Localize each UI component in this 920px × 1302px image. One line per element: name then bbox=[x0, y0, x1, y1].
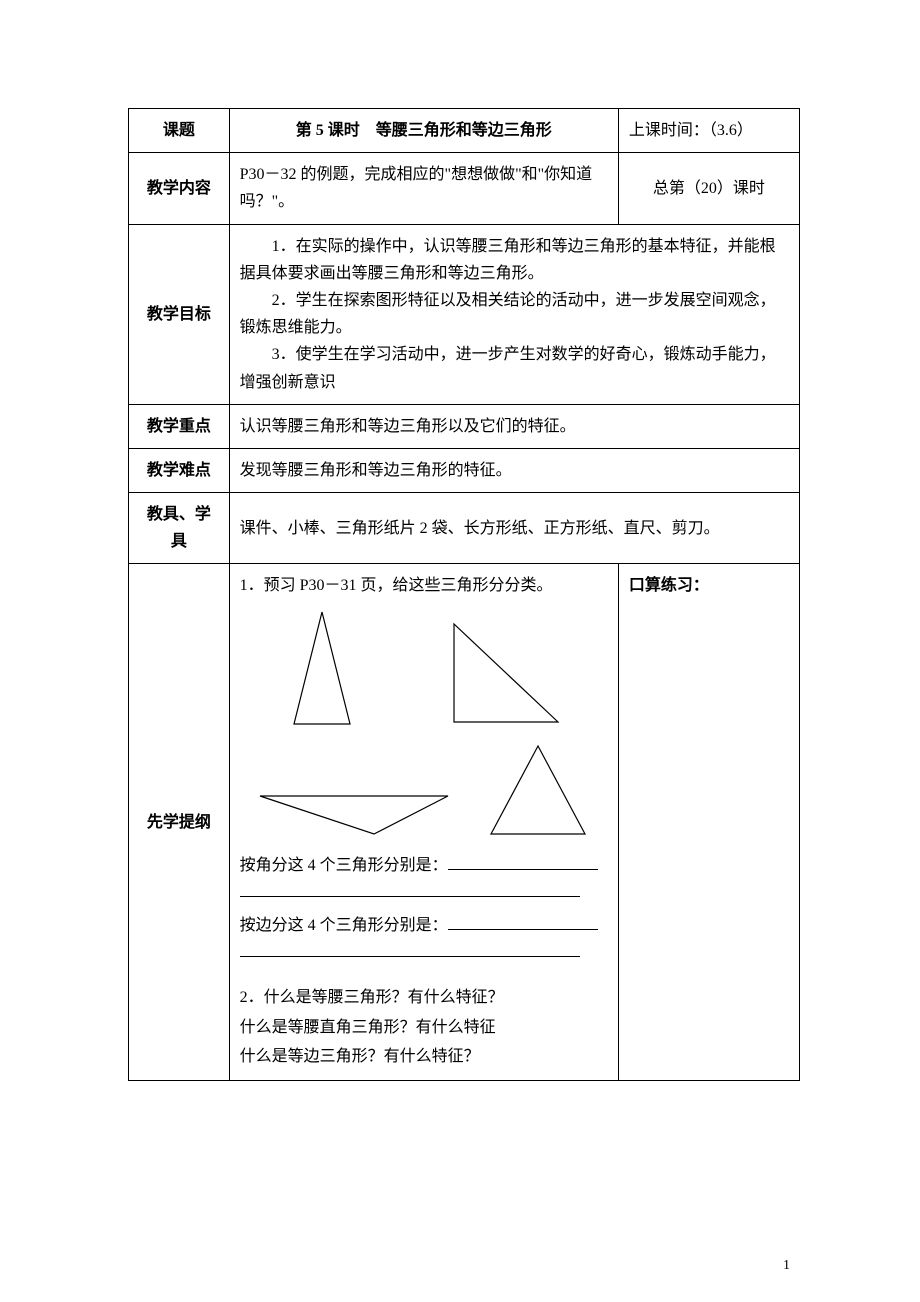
blank-angle-1 bbox=[448, 853, 598, 870]
teaching-tools: 课件、小棒、三角形纸片 2 袋、长方形纸、正方形纸、直尺、剪刀。 bbox=[229, 493, 799, 564]
period-number: 总第（20）课时 bbox=[618, 153, 799, 224]
oral-practice-cell: 口算练习： bbox=[618, 564, 799, 1081]
page-number: 1 bbox=[783, 1258, 790, 1274]
teaching-goals: 1．在实际的操作中，认识等腰三角形和等边三角形的基本特征，并能根据具体要求画出等… bbox=[229, 224, 799, 404]
q2-line1: 2．什么是等腰三角形？有什么特征？ bbox=[240, 984, 608, 1011]
blank-side-1 bbox=[448, 913, 598, 930]
by-angle-label: 按角分这 4 个三角形分别是： bbox=[240, 857, 448, 874]
row-preview: 先学提纲 1．预习 P30－31 页，给这些三角形分分类。 bbox=[129, 564, 800, 1081]
label-tools: 教具、学具 bbox=[129, 493, 230, 564]
label-goals: 教学目标 bbox=[129, 224, 230, 404]
triangle-isosceles-tall-icon bbox=[282, 608, 362, 728]
teaching-content: P30－32 的例题，完成相应的"想想做做"和"你知道吗？"。 bbox=[229, 153, 618, 224]
goal-3: 3．使学生在学习活动中，进一步产生对数学的好奇心，锻炼动手能力，增强创新意识 bbox=[240, 341, 789, 395]
class-time: 上课时间：（3.6） bbox=[618, 109, 799, 153]
preview-instruction: 1．预习 P30－31 页，给这些三角形分分类。 bbox=[240, 572, 608, 599]
triangle-row-1 bbox=[240, 608, 608, 728]
goal-1: 1．在实际的操作中，认识等腰三角形和等边三角形的基本特征，并能根据具体要求画出等… bbox=[240, 233, 789, 287]
triangle-obtuse-flat-icon bbox=[254, 790, 454, 840]
blank-side-2 bbox=[240, 940, 580, 957]
row-title: 课题 第 5 课时 等腰三角形和等边三角形 上课时间：（3.6） bbox=[129, 109, 800, 153]
preview-content: 1．预习 P30－31 页，给这些三角形分分类。 bbox=[229, 564, 618, 1081]
q2-line2: 什么是等腰直角三角形？有什么特征 bbox=[240, 1014, 608, 1041]
triangle-right-icon bbox=[446, 618, 566, 728]
triangle-equilateral-icon bbox=[483, 740, 593, 840]
row-goals: 教学目标 1．在实际的操作中，认识等腰三角形和等边三角形的基本特征，并能根据具体… bbox=[129, 224, 800, 404]
label-preview: 先学提纲 bbox=[129, 564, 230, 1081]
teaching-difficulty: 发现等腰三角形和等边三角形的特征。 bbox=[229, 448, 799, 492]
goal-2: 2．学生在探索图形特征以及相关结论的活动中，进一步发展空间观念，锻炼思维能力。 bbox=[240, 287, 789, 341]
blank-angle-2 bbox=[240, 880, 580, 897]
classify-by-angle: 按角分这 4 个三角形分别是： bbox=[240, 852, 608, 879]
row-difficulty: 教学难点 发现等腰三角形和等边三角形的特征。 bbox=[129, 448, 800, 492]
oral-practice-label: 口算练习： bbox=[629, 577, 709, 594]
label-keypoint: 教学重点 bbox=[129, 404, 230, 448]
label-content: 教学内容 bbox=[129, 153, 230, 224]
row-content: 教学内容 P30－32 的例题，完成相应的"想想做做"和"你知道吗？"。 总第（… bbox=[129, 153, 800, 224]
question-2-block: 2．什么是等腰三角形？有什么特征？ 什么是等腰直角三角形？有什么特征 什么是等边… bbox=[240, 984, 608, 1070]
label-difficulty: 教学难点 bbox=[129, 448, 230, 492]
q2-line3: 什么是等边三角形？有什么特征？ bbox=[240, 1043, 608, 1070]
by-side-label: 按边分这 4 个三角形分别是： bbox=[240, 917, 448, 934]
row-tools: 教具、学具 课件、小棒、三角形纸片 2 袋、长方形纸、正方形纸、直尺、剪刀。 bbox=[129, 493, 800, 564]
triangle-row-2 bbox=[240, 740, 608, 840]
lesson-number: 第 5 课时 bbox=[296, 122, 360, 139]
lesson-title-cell: 第 5 课时 等腰三角形和等边三角形 bbox=[229, 109, 618, 153]
label-keti: 课题 bbox=[129, 109, 230, 153]
classify-by-side: 按边分这 4 个三角形分别是： bbox=[240, 912, 608, 939]
lesson-name: 等腰三角形和等边三角形 bbox=[376, 122, 552, 139]
lesson-plan-table: 课题 第 5 课时 等腰三角形和等边三角形 上课时间：（3.6） 教学内容 P3… bbox=[128, 108, 800, 1081]
row-keypoint: 教学重点 认识等腰三角形和等边三角形以及它们的特征。 bbox=[129, 404, 800, 448]
teaching-keypoint: 认识等腰三角形和等边三角形以及它们的特征。 bbox=[229, 404, 799, 448]
